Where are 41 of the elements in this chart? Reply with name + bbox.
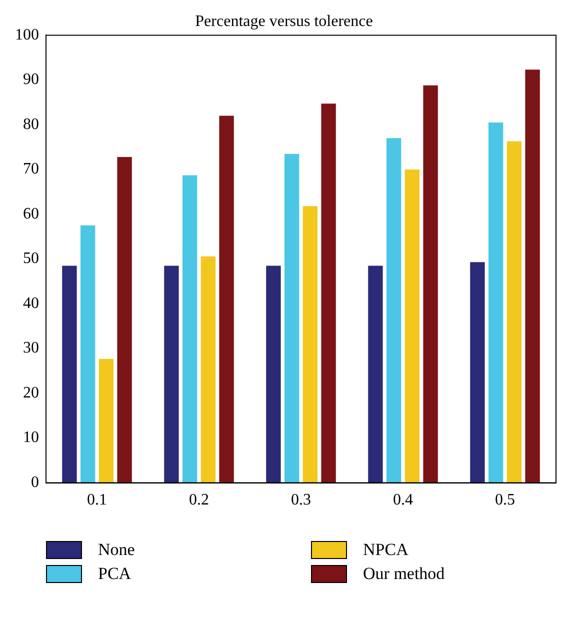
x-tick-label: 0.2	[189, 492, 209, 509]
legend-label: NPCA	[363, 540, 408, 560]
bar	[506, 141, 522, 483]
bar	[164, 266, 179, 483]
bar	[219, 116, 234, 483]
bar	[423, 85, 438, 483]
bar	[470, 262, 485, 483]
y-tick-label: 20	[23, 384, 39, 402]
legend-label: PCA	[98, 564, 132, 584]
bar	[98, 358, 114, 483]
bar	[62, 266, 77, 483]
y-tick-label: 70	[23, 160, 39, 178]
bar	[266, 266, 281, 483]
bar	[386, 138, 402, 483]
x-tick-label: 0.5	[495, 492, 515, 509]
y-tick-label: 10	[23, 429, 39, 446]
legend-label: Our method	[363, 564, 445, 584]
bar	[368, 266, 383, 483]
bar	[525, 70, 540, 483]
y-tick-label: 40	[23, 294, 39, 312]
y-tick-label: 60	[23, 205, 39, 222]
legend-label: None	[98, 540, 135, 560]
y-tick-label: 0	[31, 474, 39, 492]
bar	[404, 169, 420, 483]
y-tick-label: 30	[23, 340, 39, 357]
y-tick-label: 100	[15, 26, 39, 44]
y-tick-label: 90	[23, 71, 39, 88]
chart-title: Percentage versus tolerence	[195, 12, 373, 30]
bar	[182, 175, 198, 483]
y-tick-label: 80	[23, 116, 39, 133]
bar	[200, 256, 216, 483]
bar	[321, 104, 336, 483]
bar	[302, 206, 318, 483]
x-tick-label: 0.4	[393, 492, 413, 509]
bar	[117, 156, 132, 483]
x-tick-label: 0.3	[291, 492, 311, 509]
y-tick-label: 50	[23, 250, 39, 268]
bar	[284, 154, 300, 483]
x-tick-label: 0.1	[87, 492, 107, 509]
bar	[80, 225, 96, 483]
bar	[488, 122, 504, 483]
